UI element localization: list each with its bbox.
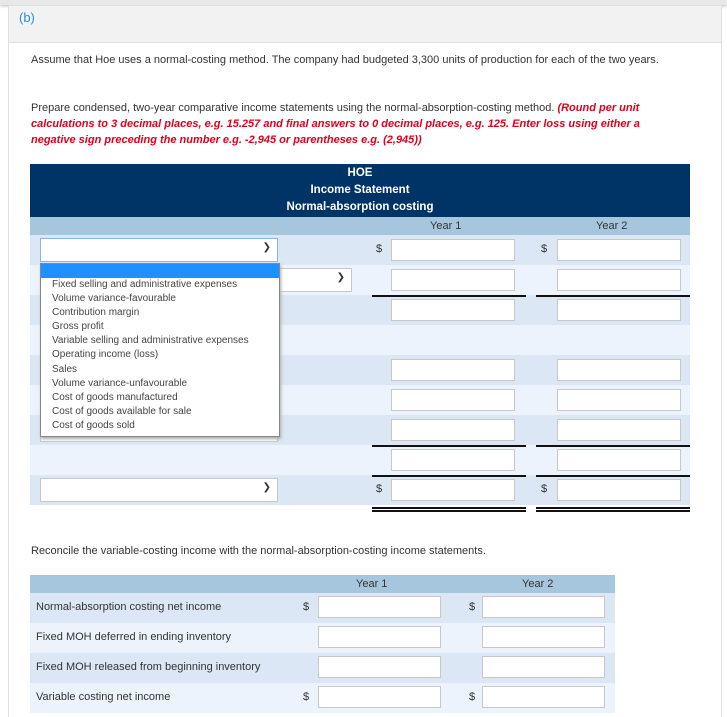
- top-bar: [0, 0, 727, 5]
- dropdown-option[interactable]: Cost of goods sold: [52, 419, 135, 431]
- year1-amount-input[interactable]: [391, 269, 515, 291]
- dropdown-option[interactable]: Variable selling and administrative expe…: [52, 335, 249, 347]
- reconcile-year2: Year 2: [522, 578, 554, 590]
- currency-symbol: $: [541, 483, 548, 495]
- total-underline: [536, 507, 690, 509]
- year1-amount-input[interactable]: [391, 239, 515, 261]
- reconcile-year1-input[interactable]: [318, 626, 441, 648]
- currency-symbol: $: [303, 691, 310, 703]
- reconcile-row-label: Normal-absorption costing net income: [36, 601, 222, 613]
- year2-amount-input[interactable]: [557, 419, 681, 441]
- company-name: HOE: [347, 167, 373, 179]
- currency-symbol: $: [376, 483, 383, 495]
- statement-subtitle: Normal-absorption costing: [286, 201, 434, 213]
- total-underline: [536, 445, 690, 447]
- part-header: (b): [8, 5, 722, 43]
- part-label: (b): [19, 10, 35, 25]
- reconcile-row: Normal-absorption costing net income $ $: [30, 593, 615, 623]
- currency-symbol: $: [469, 691, 476, 703]
- reconcile-prompt: Reconcile the variable-costing income wi…: [31, 545, 486, 557]
- dropdown-option[interactable]: Gross profit: [52, 321, 104, 333]
- intro-text: Assume that Hoe uses a normal-costing me…: [31, 54, 659, 66]
- reconcile-year1: Year 1: [356, 578, 388, 590]
- chevron-down-icon: ❯: [262, 482, 271, 493]
- year1-header: Year 1: [430, 220, 462, 232]
- year2-amount-input[interactable]: [557, 479, 681, 501]
- year2-amount-input[interactable]: [557, 389, 681, 411]
- year1-amount-input[interactable]: [391, 299, 515, 321]
- instruction: Prepare condensed, two-year comparative …: [31, 102, 555, 114]
- total-underline: [372, 475, 526, 477]
- year2-header: Year 2: [596, 220, 628, 232]
- dropdown-option[interactable]: Operating income (loss): [52, 349, 159, 361]
- year1-amount-input[interactable]: [391, 449, 515, 471]
- currency-symbol: $: [376, 243, 383, 255]
- year2-amount-input[interactable]: [557, 269, 681, 291]
- currency-symbol: $: [541, 243, 548, 255]
- year1-amount-input[interactable]: [391, 479, 515, 501]
- line-item-select[interactable]: ❯: [40, 238, 278, 262]
- total-underline: [536, 510, 690, 512]
- reconcile-row-label: Fixed MOH released from beginning invent…: [36, 661, 261, 673]
- reconcile-year2-input[interactable]: [482, 686, 605, 708]
- reconcile-row-label: Fixed MOH deferred in ending inventory: [36, 631, 232, 643]
- instruction-text: Prepare condensed, two-year comparative …: [31, 100, 681, 148]
- chevron-down-icon: ❯: [336, 272, 345, 283]
- reconcile-year-header: Year 1 Year 2: [30, 575, 615, 593]
- reconcile-year1-input[interactable]: [318, 686, 441, 708]
- year2-amount-input[interactable]: [557, 299, 681, 321]
- dropdown-option[interactable]: Cost of goods manufactured: [52, 391, 178, 403]
- reconcile-row: Fixed MOH deferred in ending inventory: [30, 623, 615, 653]
- year2-amount-input[interactable]: [557, 359, 681, 381]
- currency-symbol: $: [303, 601, 310, 613]
- line-item-select[interactable]: ❯: [40, 478, 278, 502]
- reconcile-year2-input[interactable]: [482, 626, 605, 648]
- dropdown-option[interactable]: Volume variance-favourable: [52, 293, 176, 305]
- instruction-note: (Round per unit calculations to 3 decima…: [31, 102, 640, 146]
- statement-title: Income Statement: [310, 184, 410, 196]
- line-item-dropdown-list[interactable]: Fixed selling and administrative expense…: [40, 263, 280, 437]
- reconcile-year1-input[interactable]: [318, 596, 441, 618]
- chevron-down-icon: ❯: [262, 242, 271, 253]
- question-card: [8, 42, 722, 717]
- total-underline: [372, 510, 526, 512]
- year2-amount-input[interactable]: [557, 239, 681, 261]
- year1-amount-input[interactable]: [391, 419, 515, 441]
- total-underline: [536, 475, 690, 477]
- dropdown-option[interactable]: Sales: [52, 363, 78, 375]
- dropdown-option-blank[interactable]: [41, 264, 279, 278]
- currency-symbol: $: [469, 601, 476, 613]
- reconcile-row: Fixed MOH released from beginning invent…: [30, 653, 615, 683]
- statement-header: HOE Income Statement Normal-absorption c…: [30, 164, 690, 217]
- dropdown-option[interactable]: Fixed selling and administrative expense…: [52, 279, 238, 290]
- statement-row: ❯ $ $: [30, 235, 690, 265]
- reconcile-year1-input[interactable]: [318, 656, 441, 678]
- dropdown-option[interactable]: Volume variance-unfavourable: [52, 377, 188, 389]
- dropdown-option[interactable]: Cost of goods available for sale: [52, 405, 192, 417]
- total-underline: [372, 507, 526, 509]
- year-header-row: Year 1 Year 2: [30, 217, 690, 235]
- year1-amount-input[interactable]: [391, 359, 515, 381]
- statement-row: ❯ $ $: [30, 475, 690, 505]
- total-underline: [536, 295, 690, 297]
- year1-amount-input[interactable]: [391, 389, 515, 411]
- reconcile-row-label: Variable costing net income: [36, 691, 171, 703]
- total-underline: [372, 295, 526, 297]
- reconcile-row: Variable costing net income $ $: [30, 683, 615, 713]
- reconcile-year2-input[interactable]: [482, 596, 605, 618]
- year2-amount-input[interactable]: [557, 449, 681, 471]
- statement-row: [30, 445, 690, 475]
- reconcile-year2-input[interactable]: [482, 656, 605, 678]
- total-underline: [372, 445, 526, 447]
- dropdown-option[interactable]: Contribution margin: [52, 307, 140, 319]
